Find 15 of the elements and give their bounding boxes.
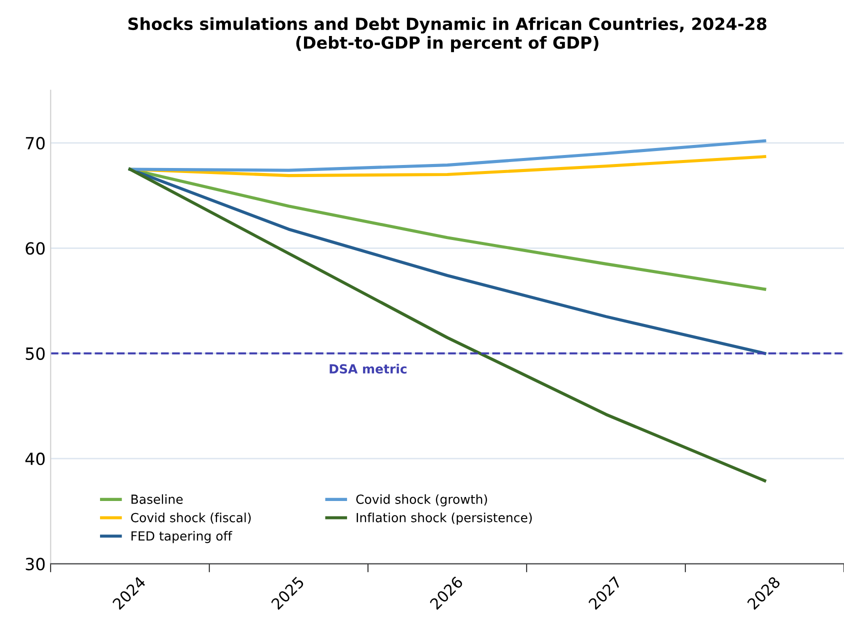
legend-label: FED tapering off: [132, 531, 232, 544]
y-tick-label: 60: [26, 242, 45, 255]
ref-line-label: DSA metric: [330, 364, 407, 374]
legend-label: Inflation shock (persistence): [356, 512, 532, 525]
y-tick-label: 50: [26, 347, 45, 360]
chart-title: Shocks simulations and Debt Dynamic in African Countries, 2024-28 (Debt-to-GDP in percent of GDP): [128, 17, 766, 52]
line-series: [128, 139, 766, 172]
y-tick-label: 70: [26, 136, 45, 150]
line-series: [128, 168, 766, 291]
y-tick-label: 40: [25, 452, 45, 466]
legend-label: Baseline: [132, 494, 183, 504]
legend-label: Covid shock (growth): [356, 494, 488, 506]
line-series: [128, 168, 766, 482]
legend-label: Covid shock (fiscal): [131, 512, 251, 524]
y-tick-label: 30: [26, 558, 45, 570]
